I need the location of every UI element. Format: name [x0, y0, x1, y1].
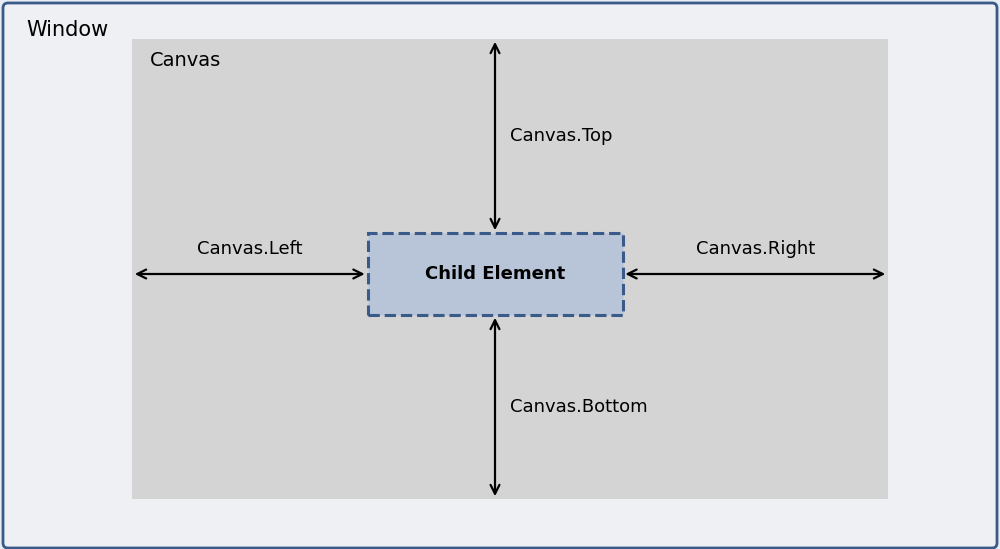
FancyArrowPatch shape	[491, 320, 499, 494]
Text: Canvas.Top: Canvas.Top	[510, 127, 612, 145]
Text: Canvas: Canvas	[150, 51, 221, 70]
FancyArrowPatch shape	[628, 270, 883, 278]
FancyBboxPatch shape	[3, 3, 997, 548]
FancyArrowPatch shape	[491, 44, 499, 228]
Text: Canvas.Right: Canvas.Right	[696, 240, 815, 258]
Text: Canvas.Bottom: Canvas.Bottom	[510, 398, 648, 416]
Text: Canvas.Left: Canvas.Left	[197, 240, 302, 258]
Text: Child Element: Child Element	[425, 265, 565, 283]
Bar	[132, 39, 888, 499]
Bar	[368, 233, 622, 315]
Text: Window: Window	[26, 20, 108, 40]
FancyArrowPatch shape	[137, 270, 362, 278]
